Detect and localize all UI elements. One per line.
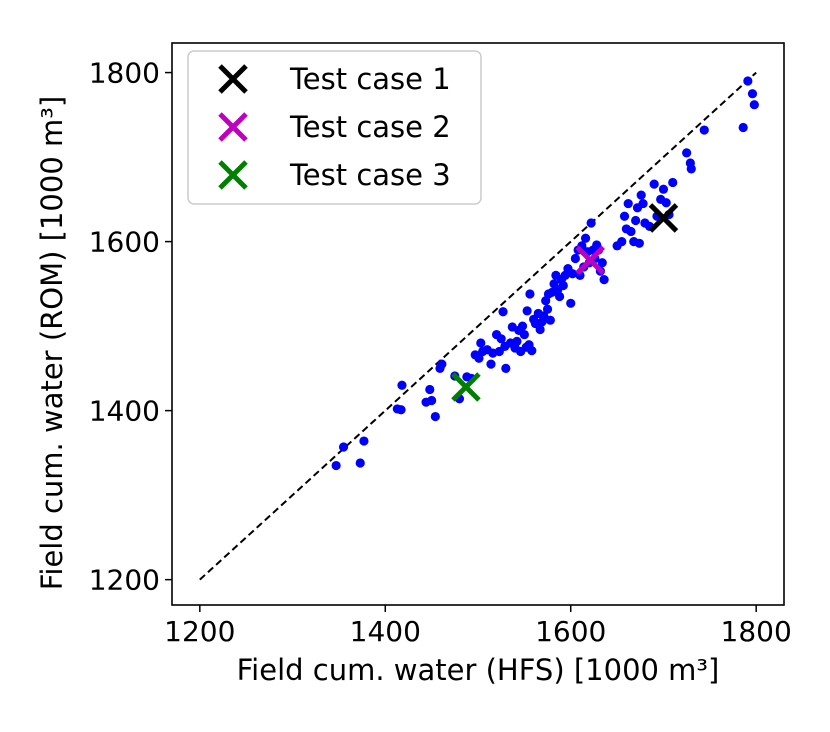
- legend: Test case 1 Test case 2 Test case 3: [187, 50, 482, 205]
- data-point: [686, 164, 696, 174]
- data-point: [743, 76, 753, 86]
- data-point: [474, 353, 484, 363]
- data-point: [496, 334, 506, 344]
- data-point: [542, 304, 553, 314]
- test-case-markers-group: [451, 203, 679, 402]
- data-point: [512, 336, 522, 346]
- data-point: [437, 359, 447, 369]
- data-point: [535, 324, 545, 335]
- x-tick-label: 1600: [535, 615, 606, 648]
- legend-label: Test case 3: [289, 158, 451, 192]
- data-point: [355, 458, 365, 468]
- data-point: [699, 125, 709, 135]
- data-point: [517, 321, 528, 331]
- y-tick-label: 1800: [89, 57, 160, 90]
- legend-label: Test case 1: [289, 62, 451, 96]
- data-point: [501, 363, 511, 373]
- legend-entry-test-case-1: Test case 1: [218, 62, 451, 96]
- data-point: [599, 275, 609, 285]
- data-point: [658, 184, 669, 194]
- data-point: [397, 380, 407, 390]
- data-point: [476, 338, 486, 348]
- legend-label: Test case 2: [289, 110, 451, 144]
- data-point: [498, 307, 508, 317]
- data-point: [586, 218, 596, 228]
- data-point: [749, 100, 759, 110]
- data-point: [636, 190, 646, 200]
- data-point: [570, 253, 580, 264]
- data-point: [634, 238, 644, 248]
- data-point: [525, 289, 535, 299]
- data-point: [555, 291, 565, 302]
- data-point: [427, 395, 437, 406]
- data-point: [527, 346, 537, 356]
- data-point: [425, 384, 435, 395]
- data-point: [617, 237, 627, 247]
- data-point: [682, 148, 692, 158]
- data-point: [619, 211, 630, 221]
- data-point: [430, 411, 440, 422]
- data-point: [738, 122, 748, 133]
- test-case-3-marker: [451, 372, 481, 402]
- data-point: [580, 233, 591, 243]
- data-point: [539, 311, 549, 321]
- legend-marker: [218, 112, 248, 142]
- data-point: [566, 298, 576, 308]
- data-point: [668, 177, 678, 188]
- legend-entry-test-case-2: Test case 2: [218, 110, 451, 144]
- reference-line: [199, 71, 757, 581]
- data-point: [567, 269, 578, 279]
- data-point: [486, 359, 496, 369]
- test-case-1-marker: [648, 203, 679, 233]
- data-point: [623, 198, 633, 209]
- x-axis-label: Field cum. water (HFS) [1000 m³]: [237, 653, 720, 687]
- data-point: [597, 258, 607, 268]
- y-tick-label: 1600: [89, 226, 160, 259]
- x-tick-label: 1400: [350, 615, 421, 648]
- data-point: [522, 306, 532, 316]
- y-tick-label: 1400: [89, 395, 160, 428]
- legend-entry-test-case-3: Test case 3: [218, 158, 451, 192]
- data-point: [661, 198, 671, 208]
- axis-labels-group: Field cum. water (HFS) [1000 m³] Field c…: [35, 96, 719, 687]
- y-tick-label: 1200: [89, 564, 160, 597]
- y-axis-label: Field cum. water (ROM) [1000 m³]: [35, 96, 69, 590]
- data-point: [338, 442, 349, 452]
- axis-ticks-group: 1200 1400 1600 1800 1200 1400 1600 1800: [89, 57, 792, 648]
- plot-frame-group: [171, 42, 785, 606]
- legend-marker: [218, 64, 248, 94]
- legend-box: [187, 50, 482, 205]
- data-point: [558, 280, 568, 291]
- x-tick-label: 1200: [164, 615, 235, 648]
- data-point: [519, 329, 529, 340]
- data-point: [626, 226, 636, 237]
- x-tick-label: 1800: [721, 615, 792, 648]
- plot-frame: [171, 42, 785, 606]
- legend-marker: [218, 160, 248, 190]
- reference-line-group: [199, 71, 757, 581]
- test-case-2-marker: [575, 245, 605, 275]
- data-point: [359, 436, 369, 446]
- data-point: [631, 215, 641, 226]
- data-point: [649, 179, 659, 189]
- data-point: [545, 315, 555, 325]
- data-point: [331, 460, 341, 471]
- data-point: [396, 405, 406, 415]
- data-point: [747, 89, 758, 99]
- data-point: [638, 198, 648, 209]
